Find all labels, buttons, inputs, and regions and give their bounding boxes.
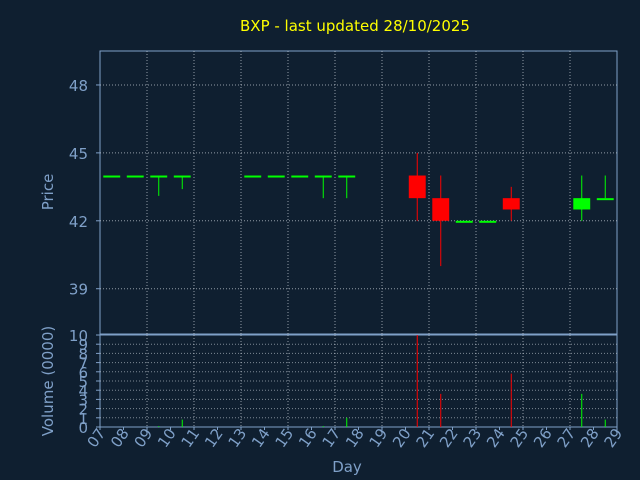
day-tick-label: 16 <box>295 425 321 451</box>
day-tick-label: 20 <box>389 425 415 451</box>
day-tick-label: 17 <box>319 425 345 451</box>
price-plot-frame <box>99 50 618 335</box>
day-tick-label: 08 <box>107 425 133 451</box>
volume-tick-label: 2 <box>78 401 88 419</box>
day-tick-label: 26 <box>530 425 556 451</box>
day-tick-label: 19 <box>366 425 392 451</box>
day-tick-label: 29 <box>601 425 627 451</box>
day-tick-label: 13 <box>225 425 251 451</box>
candle-body <box>408 175 426 199</box>
day-tick-label: 25 <box>507 425 533 451</box>
day-tick-label: 14 <box>248 425 274 451</box>
candle-body <box>479 220 497 223</box>
price-tick-label: 48 <box>69 77 88 95</box>
day-tick-label: 28 <box>577 425 603 451</box>
candle-body <box>314 175 332 178</box>
price-axis-label: Price <box>39 174 57 211</box>
day-tick-label: 22 <box>436 425 462 451</box>
day-tick-label: 21 <box>413 425 439 451</box>
volume-tick-label: 0 <box>78 419 88 437</box>
candle-body <box>173 175 191 178</box>
candle-body <box>244 175 262 178</box>
volume-tick-label: 10 <box>69 327 88 345</box>
volume-panel: 0123456789100708091011121314151617181920… <box>69 327 626 451</box>
volume-tick-label: 5 <box>78 373 88 391</box>
volume-tick-label: 9 <box>78 336 88 354</box>
candle-body <box>126 175 144 178</box>
candle-body <box>455 220 473 223</box>
chart-title: BXP - last updated 28/10/2025 <box>240 17 470 35</box>
volume-axis-label: Volume (0000) <box>39 326 57 436</box>
price-tick-label: 42 <box>69 213 88 231</box>
volume-tick-label: 3 <box>78 391 88 409</box>
day-tick-label: 12 <box>201 425 227 451</box>
candle-body <box>103 175 121 178</box>
candle-body <box>338 175 356 178</box>
candle-body <box>150 175 168 178</box>
day-tick-label: 24 <box>483 425 509 451</box>
price-tick-label: 39 <box>69 281 88 299</box>
candle-body <box>502 198 520 210</box>
day-tick-label: 18 <box>342 425 368 451</box>
volume-tick-label: 8 <box>78 345 88 363</box>
candle-body <box>596 198 614 201</box>
volume-tick-label: 6 <box>78 364 88 382</box>
day-tick-label: 23 <box>460 425 486 451</box>
day-tick-label: 10 <box>154 425 180 451</box>
volume-tick-label: 4 <box>78 382 88 400</box>
candle-body <box>432 198 450 221</box>
day-axis-label: Day <box>332 458 362 476</box>
candle-body <box>291 175 309 178</box>
price-tick-label: 45 <box>69 145 88 163</box>
candle-body <box>267 175 285 178</box>
day-tick-label: 11 <box>178 425 204 451</box>
day-tick-label: 09 <box>131 425 157 451</box>
price-panel: 39 42 45 48 <box>69 50 618 335</box>
candle-body <box>573 198 591 210</box>
volume-tick-label: 7 <box>78 355 88 373</box>
day-tick-label: 27 <box>554 425 580 451</box>
volume-tick-label: 1 <box>78 410 88 428</box>
day-tick-label: 15 <box>272 425 298 451</box>
